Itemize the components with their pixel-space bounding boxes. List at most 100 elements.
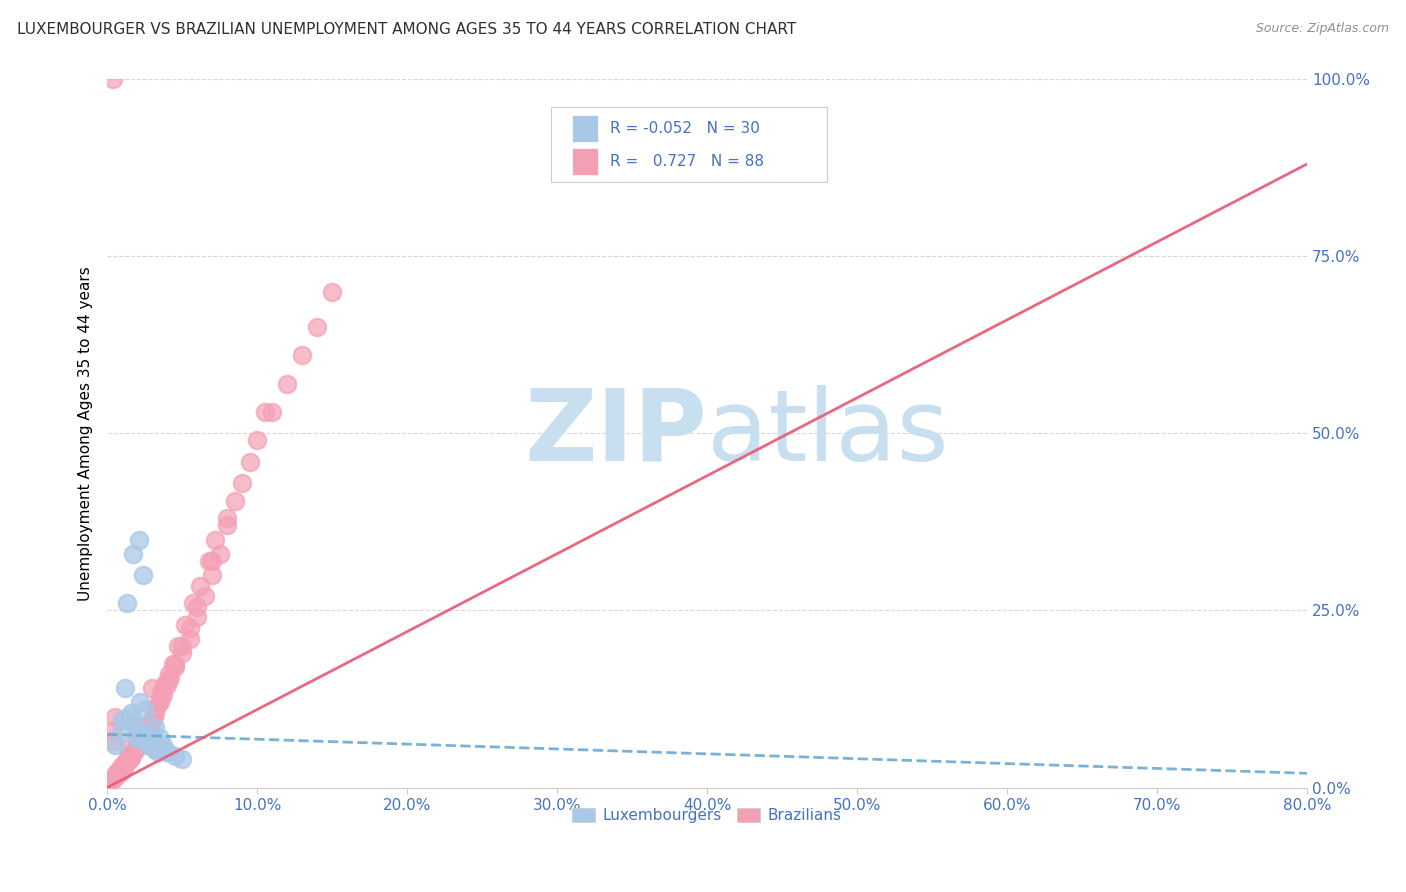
Point — [162, 657, 184, 671]
Point — [149, 731, 172, 745]
Point — [101, 72, 124, 87]
Point — [163, 660, 186, 674]
Point — [134, 723, 156, 738]
Point — [101, 734, 124, 748]
Point — [98, 773, 121, 788]
Point — [204, 533, 226, 547]
Point — [111, 713, 134, 727]
Point — [122, 745, 145, 759]
Point — [163, 748, 186, 763]
Point — [150, 685, 173, 699]
Point — [186, 610, 208, 624]
Point — [121, 547, 143, 561]
Point — [163, 657, 186, 671]
Point — [172, 646, 194, 660]
Point — [120, 750, 142, 764]
Point — [143, 720, 166, 734]
Point — [135, 723, 157, 738]
Point — [105, 768, 128, 782]
Point — [262, 405, 284, 419]
Point — [114, 681, 136, 696]
Point — [110, 764, 132, 779]
Text: ZIP: ZIP — [524, 384, 707, 482]
Point — [114, 756, 136, 770]
Point — [118, 752, 141, 766]
Point — [111, 759, 134, 773]
Point — [217, 518, 239, 533]
Point — [111, 723, 134, 738]
Point — [141, 738, 163, 752]
Point — [120, 706, 142, 720]
Point — [115, 596, 138, 610]
Point — [179, 621, 201, 635]
Point — [149, 741, 172, 756]
Point — [127, 720, 149, 734]
Bar — [571, 115, 598, 142]
Point — [117, 741, 139, 756]
Point — [149, 696, 172, 710]
Y-axis label: Unemployment Among Ages 35 to 44 years: Unemployment Among Ages 35 to 44 years — [79, 266, 93, 600]
Point — [104, 770, 127, 784]
Point — [118, 748, 141, 763]
Point — [104, 709, 127, 723]
Point — [129, 731, 152, 745]
Point — [107, 766, 129, 780]
Point — [115, 752, 138, 766]
Point — [153, 678, 176, 692]
Legend: Luxembourgers, Brazilians: Luxembourgers, Brazilians — [567, 802, 848, 830]
Point — [118, 709, 141, 723]
Point — [179, 632, 201, 646]
Point — [156, 745, 179, 759]
Point — [128, 533, 150, 547]
Point — [124, 741, 146, 756]
Point — [201, 568, 224, 582]
Point — [181, 596, 204, 610]
Point — [141, 681, 163, 696]
Point — [134, 727, 156, 741]
Point — [172, 639, 194, 653]
Point — [174, 617, 197, 632]
Point — [108, 763, 131, 777]
Point — [307, 320, 329, 334]
Point — [201, 554, 224, 568]
Point — [188, 578, 211, 592]
Point — [321, 285, 343, 299]
Point — [132, 727, 155, 741]
Point — [152, 738, 174, 752]
Point — [146, 745, 169, 759]
Point — [246, 434, 269, 448]
Point — [198, 554, 221, 568]
Point — [129, 696, 152, 710]
Point — [136, 738, 159, 752]
Point — [145, 699, 167, 714]
Point — [253, 405, 276, 419]
Point — [276, 376, 298, 391]
Point — [142, 709, 165, 723]
Point — [141, 713, 163, 727]
Point — [127, 727, 149, 741]
Point — [217, 511, 239, 525]
Point — [117, 754, 139, 768]
Point — [100, 773, 122, 788]
Point — [121, 745, 143, 759]
Point — [104, 770, 127, 784]
Point — [111, 759, 134, 773]
Point — [239, 454, 262, 468]
Point — [127, 738, 149, 752]
Point — [138, 716, 160, 731]
Point — [112, 761, 135, 775]
Point — [156, 745, 179, 759]
Text: Source: ZipAtlas.com: Source: ZipAtlas.com — [1256, 22, 1389, 36]
Point — [159, 671, 181, 685]
Point — [194, 589, 217, 603]
Point — [141, 713, 163, 727]
Point — [132, 568, 155, 582]
Point — [105, 766, 128, 780]
Point — [208, 547, 231, 561]
Point — [231, 475, 253, 490]
Point — [143, 706, 166, 720]
Point — [111, 763, 134, 777]
Point — [156, 674, 179, 689]
Text: R = -0.052   N = 30: R = -0.052 N = 30 — [610, 121, 759, 136]
Point — [139, 716, 162, 731]
